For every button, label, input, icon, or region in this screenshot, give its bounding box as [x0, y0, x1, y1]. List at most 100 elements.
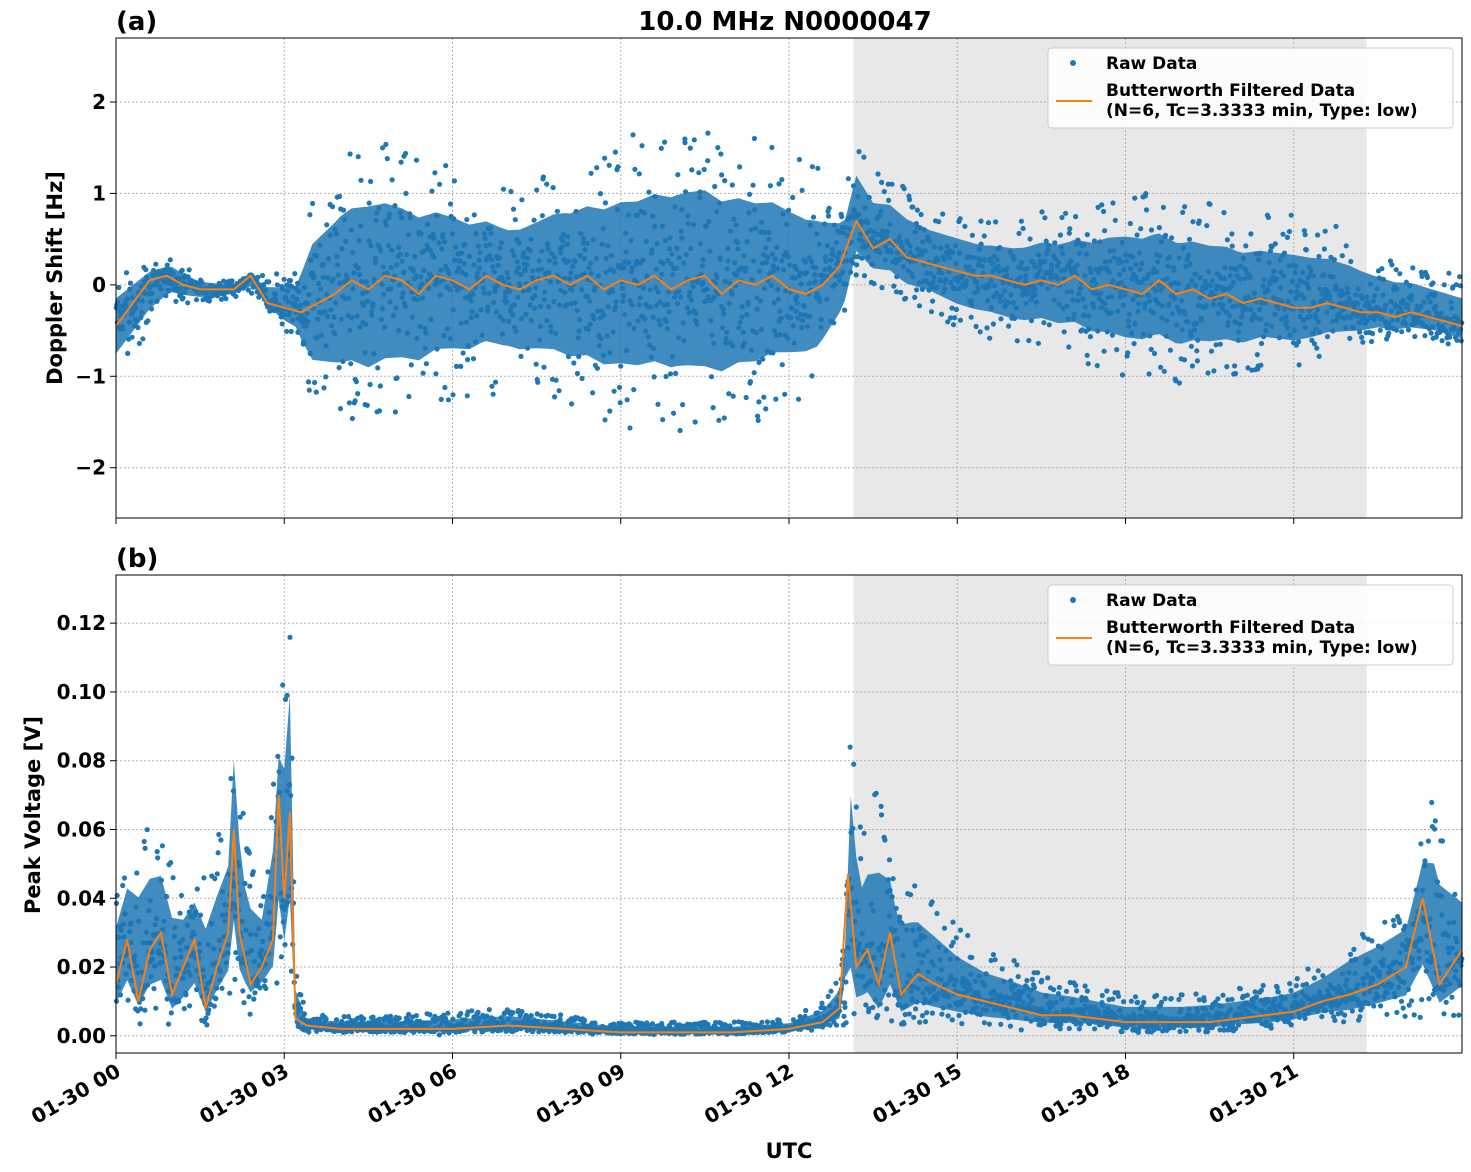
raw-data-point [1359, 334, 1365, 340]
raw-data-point [279, 321, 285, 327]
raw-data-point [1320, 973, 1326, 979]
raw-data-point [233, 293, 239, 299]
raw-data-point [986, 1021, 993, 1027]
raw-data-point [121, 875, 128, 881]
raw-data-point [1339, 253, 1345, 259]
raw-data-point [221, 278, 227, 284]
raw-data-point [1333, 223, 1339, 229]
raw-data-point [458, 363, 464, 369]
raw-data-point [558, 1012, 564, 1018]
raw-data-point [1186, 236, 1193, 242]
raw-data-point [594, 165, 600, 171]
raw-data-point [1324, 334, 1331, 340]
raw-data-point [305, 379, 312, 385]
raw-data-point [437, 181, 443, 187]
raw-data-point [855, 254, 861, 260]
raw-data-point [1405, 327, 1412, 333]
raw-data-point [120, 882, 126, 889]
raw-data-point [878, 803, 884, 810]
legend-raw-label: Raw Data [1106, 54, 1197, 74]
raw-data-point [420, 370, 426, 376]
raw-data-point [282, 942, 288, 948]
raw-data-point [1321, 246, 1327, 252]
raw-data-point [275, 753, 281, 760]
raw-data-point [1082, 983, 1088, 989]
raw-data-point [280, 682, 286, 688]
raw-data-point [557, 1016, 563, 1022]
raw-data-point [460, 350, 466, 356]
raw-data-point [756, 359, 762, 365]
raw-data-point [1076, 1026, 1082, 1032]
raw-data-point [125, 997, 131, 1003]
raw-data-point [1357, 329, 1363, 335]
raw-data-point [673, 370, 679, 376]
raw-data-point [1127, 220, 1133, 227]
raw-data-point [1182, 204, 1188, 210]
raw-data-point [1146, 371, 1152, 377]
raw-data-point [154, 849, 160, 855]
raw-data-point [300, 999, 306, 1005]
raw-data-point [861, 830, 867, 836]
raw-data-point [284, 328, 290, 334]
raw-data-point [1265, 214, 1271, 220]
raw-data-point [352, 398, 358, 404]
raw-data-point [1073, 214, 1079, 220]
raw-data-point [538, 1013, 544, 1019]
raw-data-point [178, 892, 185, 899]
raw-data-point [465, 357, 471, 363]
raw-data-point [912, 294, 918, 300]
raw-data-point [312, 379, 318, 386]
legend-filtered-params: (N=6, Tc=3.3333 min, Type: low) [1106, 101, 1418, 121]
raw-data-point [142, 845, 148, 851]
raw-data-point [261, 893, 267, 900]
raw-data-point [1074, 988, 1080, 994]
raw-data-point [377, 1016, 383, 1022]
raw-data-point [843, 1020, 849, 1026]
raw-data-point [413, 157, 420, 163]
raw-data-point [945, 1013, 951, 1019]
raw-data-point [211, 1003, 217, 1009]
raw-data-point [747, 379, 754, 385]
raw-data-point [918, 211, 924, 218]
raw-data-point [1386, 330, 1392, 336]
raw-data-point [392, 409, 398, 415]
raw-data-point [1196, 997, 1202, 1003]
raw-data-point [913, 1006, 919, 1012]
raw-data-point [1422, 333, 1428, 339]
raw-data-point [1132, 195, 1138, 201]
raw-data-point [947, 315, 954, 321]
raw-data-point [833, 980, 839, 986]
raw-data-point [349, 415, 355, 422]
raw-data-point [1156, 225, 1162, 231]
raw-data-point [705, 130, 711, 136]
raw-data-point [1189, 363, 1195, 369]
raw-data-point [574, 370, 581, 377]
raw-data-point [233, 950, 239, 956]
raw-data-point [173, 298, 179, 304]
raw-data-point [965, 932, 971, 939]
raw-data-point [249, 290, 255, 296]
raw-data-point [1014, 962, 1020, 968]
raw-data-point [265, 869, 271, 875]
raw-data-point [898, 289, 904, 295]
raw-data-point [554, 208, 561, 214]
raw-data-point [1063, 988, 1070, 994]
raw-data-point [1087, 334, 1093, 340]
raw-data-point [1194, 348, 1200, 354]
raw-data-point [756, 399, 762, 405]
raw-data-point [292, 271, 298, 277]
raw-data-point [743, 394, 749, 401]
raw-data-point [490, 391, 496, 397]
raw-data-point [1217, 1027, 1223, 1033]
raw-data-point [1188, 343, 1194, 349]
raw-data-point [1135, 999, 1141, 1006]
raw-data-point [1039, 977, 1045, 984]
raw-data-point [127, 280, 134, 286]
raw-data-point [682, 140, 688, 146]
raw-data-point [394, 375, 400, 381]
raw-data-point [1254, 352, 1260, 358]
raw-data-point [1143, 191, 1149, 197]
raw-data-point [323, 374, 329, 380]
raw-data-point [1288, 988, 1294, 994]
